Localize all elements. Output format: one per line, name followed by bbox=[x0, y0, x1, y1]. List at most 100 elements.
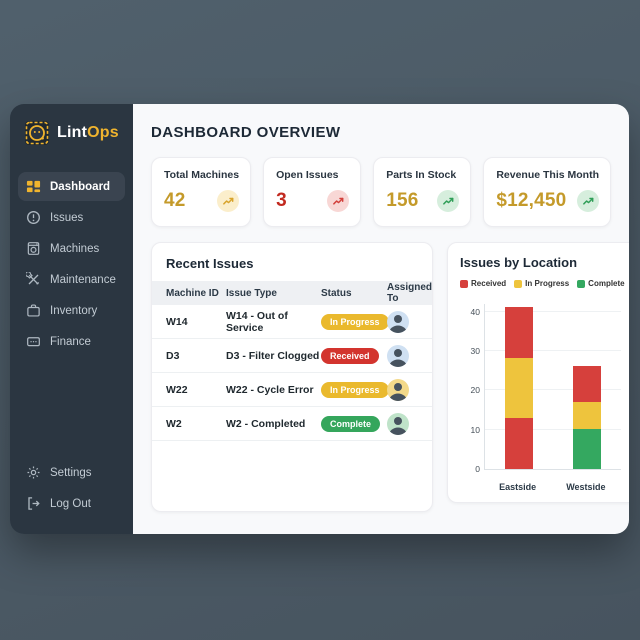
status-badge: Received bbox=[321, 347, 379, 364]
legend-item-complete: Complete bbox=[577, 279, 625, 288]
legend-swatch-complete bbox=[577, 279, 586, 288]
sidebar-item-finance[interactable]: Finance bbox=[18, 327, 125, 356]
chart-x-labels: Eastside Westside bbox=[484, 474, 621, 492]
cell-machine-id: W14 bbox=[166, 315, 188, 328]
crossed-tools-icon bbox=[26, 272, 41, 287]
sidebar-item-label: Maintenance bbox=[50, 273, 116, 286]
briefcase-icon bbox=[26, 303, 41, 318]
stat-value: 3 bbox=[276, 190, 287, 211]
stat-card-open-issues: Open Issues 3 bbox=[263, 157, 362, 227]
stat-label: Revenue This Month bbox=[496, 169, 600, 181]
gridline bbox=[485, 350, 621, 352]
cell-issue-type: W14 - Out of Service bbox=[226, 309, 288, 334]
gridline bbox=[485, 428, 621, 430]
bars bbox=[485, 304, 621, 469]
recent-issues-title: Recent Issues bbox=[166, 256, 254, 271]
avatar bbox=[387, 344, 409, 367]
sidebar-item-dashboard[interactable]: Dashboard bbox=[18, 172, 125, 201]
bar-segment-received bbox=[504, 306, 533, 359]
col-status: Status bbox=[321, 287, 352, 299]
sidebar-item-settings[interactable]: Settings bbox=[18, 458, 125, 487]
y-axis-tick: 40 bbox=[470, 306, 481, 317]
cell-machine-id: D3 bbox=[166, 349, 180, 362]
y-axis-tick: 10 bbox=[470, 424, 481, 435]
sidebar-item-label: Finance bbox=[50, 335, 91, 348]
cell-issue-type: W2 - Completed bbox=[226, 417, 306, 430]
app-window: LintOps Dashboard bbox=[10, 104, 629, 534]
stat-label: Total Machines bbox=[164, 169, 240, 181]
stacked-bar-eastside bbox=[504, 306, 533, 469]
sidebar-item-machines[interactable]: Machines bbox=[18, 234, 125, 263]
stat-label: Parts In Stock bbox=[386, 169, 457, 181]
stat-card-revenue: Revenue This Month $12,450 bbox=[483, 157, 612, 227]
gear-icon bbox=[26, 465, 41, 480]
table-row[interactable]: W2 W2 - Completed Complete bbox=[152, 407, 433, 441]
alert-circle-icon bbox=[26, 210, 41, 225]
trend-up-icon bbox=[437, 190, 460, 212]
trend-up-icon bbox=[217, 190, 240, 212]
panel-row: Recent Issues Machine ID Issue Type Stat… bbox=[151, 242, 629, 512]
lintops-logo-icon bbox=[24, 120, 50, 146]
y-axis-tick: 30 bbox=[470, 346, 481, 357]
bar-segment-received bbox=[504, 417, 533, 469]
cell-machine-id: W22 bbox=[166, 383, 188, 396]
issues-table-header: Machine ID Issue Type Status Assigned To bbox=[152, 281, 433, 305]
sidebar-footer: Settings Log Out bbox=[10, 458, 133, 534]
avatar bbox=[387, 378, 409, 401]
status-badge: In Progress bbox=[321, 381, 389, 398]
main-content: DASHBOARD OVERVIEW Total Machines 42 Ope… bbox=[133, 104, 629, 534]
legend-item-received: Received bbox=[460, 279, 506, 288]
table-row[interactable]: W14 W14 - Out of Service In Progress bbox=[152, 305, 433, 339]
sidebar-item-label: Issues bbox=[50, 211, 84, 224]
sidebar-item-label: Dashboard bbox=[50, 180, 111, 193]
cell-issue-type: D3 - Filter Clogged bbox=[226, 349, 320, 362]
table-row[interactable]: W22 W22 - Cycle Error In Progress bbox=[152, 373, 433, 407]
stat-card-total-machines: Total Machines 42 bbox=[151, 157, 252, 227]
avatar bbox=[387, 310, 409, 333]
sidebar-item-maintenance[interactable]: Maintenance bbox=[18, 265, 125, 294]
sidebar-item-label: Log Out bbox=[50, 497, 91, 510]
col-assigned-to: Assigned To bbox=[387, 282, 433, 304]
col-issue-type: Issue Type bbox=[226, 287, 277, 299]
bar-segment-in-progress bbox=[504, 358, 533, 418]
gridline bbox=[485, 389, 621, 391]
page-title: DASHBOARD OVERVIEW bbox=[151, 124, 341, 141]
chart-plot: 0 10 20 30 40 bbox=[471, 304, 621, 474]
x-axis-label: Eastside bbox=[499, 482, 537, 492]
chart-legend: Received In Progress Complete bbox=[460, 279, 625, 288]
y-axis-tick: 20 bbox=[470, 385, 481, 396]
bar-segment-in-progress bbox=[572, 401, 601, 430]
sidebar-item-inventory[interactable]: Inventory bbox=[18, 296, 125, 325]
sidebar: LintOps Dashboard bbox=[10, 104, 133, 534]
stat-value: 156 bbox=[386, 190, 419, 211]
issues-by-location-panel: Issues by Location Received In Progress … bbox=[447, 242, 629, 503]
sidebar-item-issues[interactable]: Issues bbox=[18, 203, 125, 232]
avatar bbox=[387, 412, 409, 435]
washing-machine-icon bbox=[26, 241, 41, 256]
legend-swatch-in-progress bbox=[514, 279, 523, 288]
stacked-bar-chart: 0 10 20 30 40 Eastside Westside bbox=[460, 296, 625, 492]
table-row[interactable]: D3 D3 - Filter Clogged Received bbox=[152, 339, 433, 373]
recent-issues-panel: Recent Issues Machine ID Issue Type Stat… bbox=[151, 242, 434, 512]
cell-machine-id: W2 bbox=[166, 417, 182, 430]
legend-swatch-received bbox=[460, 279, 469, 288]
trend-up-icon bbox=[327, 190, 350, 212]
trend-up-icon bbox=[577, 190, 600, 212]
status-badge: In Progress bbox=[321, 313, 389, 330]
sidebar-item-label: Settings bbox=[50, 466, 92, 479]
col-machine-id: Machine ID bbox=[166, 287, 219, 299]
sidebar-item-logout[interactable]: Log Out bbox=[18, 489, 125, 518]
chart-title: Issues by Location bbox=[460, 255, 578, 270]
gridline bbox=[485, 310, 621, 312]
logout-icon bbox=[26, 496, 41, 511]
bar-segment-complete bbox=[572, 429, 601, 469]
stat-value: 42 bbox=[164, 190, 186, 211]
brand-name: LintOps bbox=[57, 124, 119, 141]
status-badge: Complete bbox=[321, 415, 381, 432]
y-axis-tick: 0 bbox=[475, 464, 481, 474]
stat-card-row: Total Machines 42 Open Issues 3 Parts In… bbox=[151, 157, 612, 227]
x-axis-label: Westside bbox=[566, 482, 606, 492]
legend-item-in-progress: In Progress bbox=[514, 279, 569, 288]
brand-logo: LintOps bbox=[10, 104, 133, 152]
